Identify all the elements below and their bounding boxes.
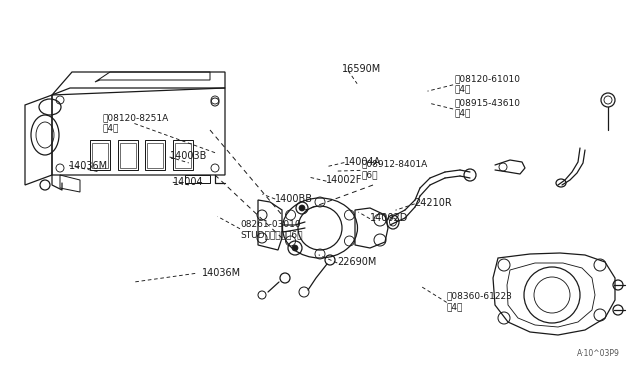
Text: 16590M: 16590M <box>342 64 381 74</box>
Text: A·10^03P9: A·10^03P9 <box>577 349 620 358</box>
Text: 22690M: 22690M <box>337 257 377 267</box>
Text: 14004: 14004 <box>173 177 204 187</box>
Text: 14036M: 14036M <box>202 269 241 278</box>
Circle shape <box>299 205 305 211</box>
Text: ⓝ08912-8401A
（6）: ⓝ08912-8401A （6） <box>362 160 428 179</box>
Text: 24210R: 24210R <box>415 198 452 208</box>
Text: 14004A: 14004A <box>344 157 381 167</box>
Text: 14036M: 14036M <box>69 161 108 170</box>
Text: 14002D: 14002D <box>370 213 408 222</box>
Circle shape <box>292 245 298 251</box>
Text: ⒲08120-61010
（4）: ⒲08120-61010 （4） <box>454 74 520 93</box>
Text: Ⓝ08360-61223
（4）: Ⓝ08360-61223 （4） <box>447 292 513 311</box>
Text: 14002F: 14002F <box>326 176 363 185</box>
Text: Ⓠ08915-43610
（4）: Ⓠ08915-43610 （4） <box>454 98 520 118</box>
Text: 08261-03010
STUDスタッド（6）: 08261-03010 STUDスタッド（6） <box>240 220 303 240</box>
Text: ⒲08120-8251A
（4）: ⒲08120-8251A （4） <box>102 113 169 132</box>
Text: 1400BB: 1400BB <box>275 195 313 204</box>
Text: 14003B: 14003B <box>170 151 207 161</box>
